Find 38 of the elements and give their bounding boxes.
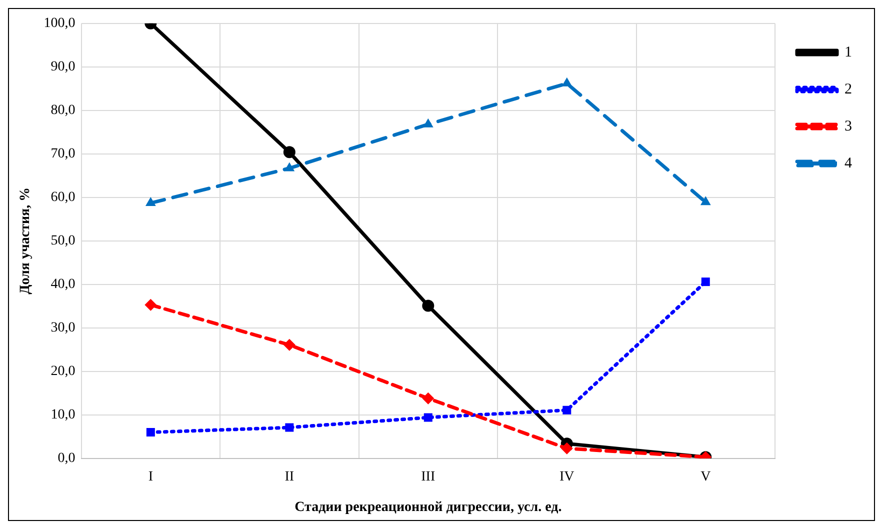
y-tick-label: 50,0: [50, 234, 76, 249]
legend-label: 4: [844, 155, 852, 172]
point: [701, 278, 710, 286]
point: [145, 197, 156, 206]
point: [284, 162, 295, 172]
x-tick-label: V: [700, 469, 711, 484]
x-tick-label: II: [284, 469, 294, 484]
y-tick-label: 10,0: [50, 408, 76, 423]
legend-label: 1: [844, 44, 852, 60]
y-tick-label: 20,0: [50, 364, 76, 380]
point: [283, 338, 296, 351]
point: [422, 392, 434, 404]
point: [560, 442, 573, 454]
legend-label: 3: [844, 118, 852, 134]
y-tick-label: 100,0: [44, 16, 76, 32]
point: [424, 413, 432, 422]
y-tick-label: 90,0: [50, 60, 76, 75]
point: [700, 196, 711, 206]
y-tick-label: 70,0: [50, 146, 76, 162]
point: [144, 298, 157, 311]
point: [285, 423, 294, 432]
legend-label: 2: [844, 81, 852, 98]
point: [422, 300, 434, 312]
y-tick-label: 30,0: [50, 320, 76, 336]
y-tick-label: 80,0: [50, 103, 76, 118]
x-tick-label: III: [421, 469, 436, 484]
y-axis-title: Доля участия, %: [18, 187, 34, 294]
y-tick-label: 60,0: [50, 190, 76, 206]
y-tick-label: 40,0: [50, 277, 76, 292]
point: [562, 406, 572, 414]
x-axis-title: Стадии рекреационной дигрессии, усл. ед.: [294, 500, 562, 516]
point: [283, 146, 296, 158]
x-tick-label: IV: [560, 469, 574, 484]
x-tick-label: I: [148, 469, 154, 484]
point: [146, 428, 155, 437]
y-tick-label: 0,0: [58, 451, 76, 466]
point: [422, 118, 434, 128]
point: [562, 77, 572, 86]
